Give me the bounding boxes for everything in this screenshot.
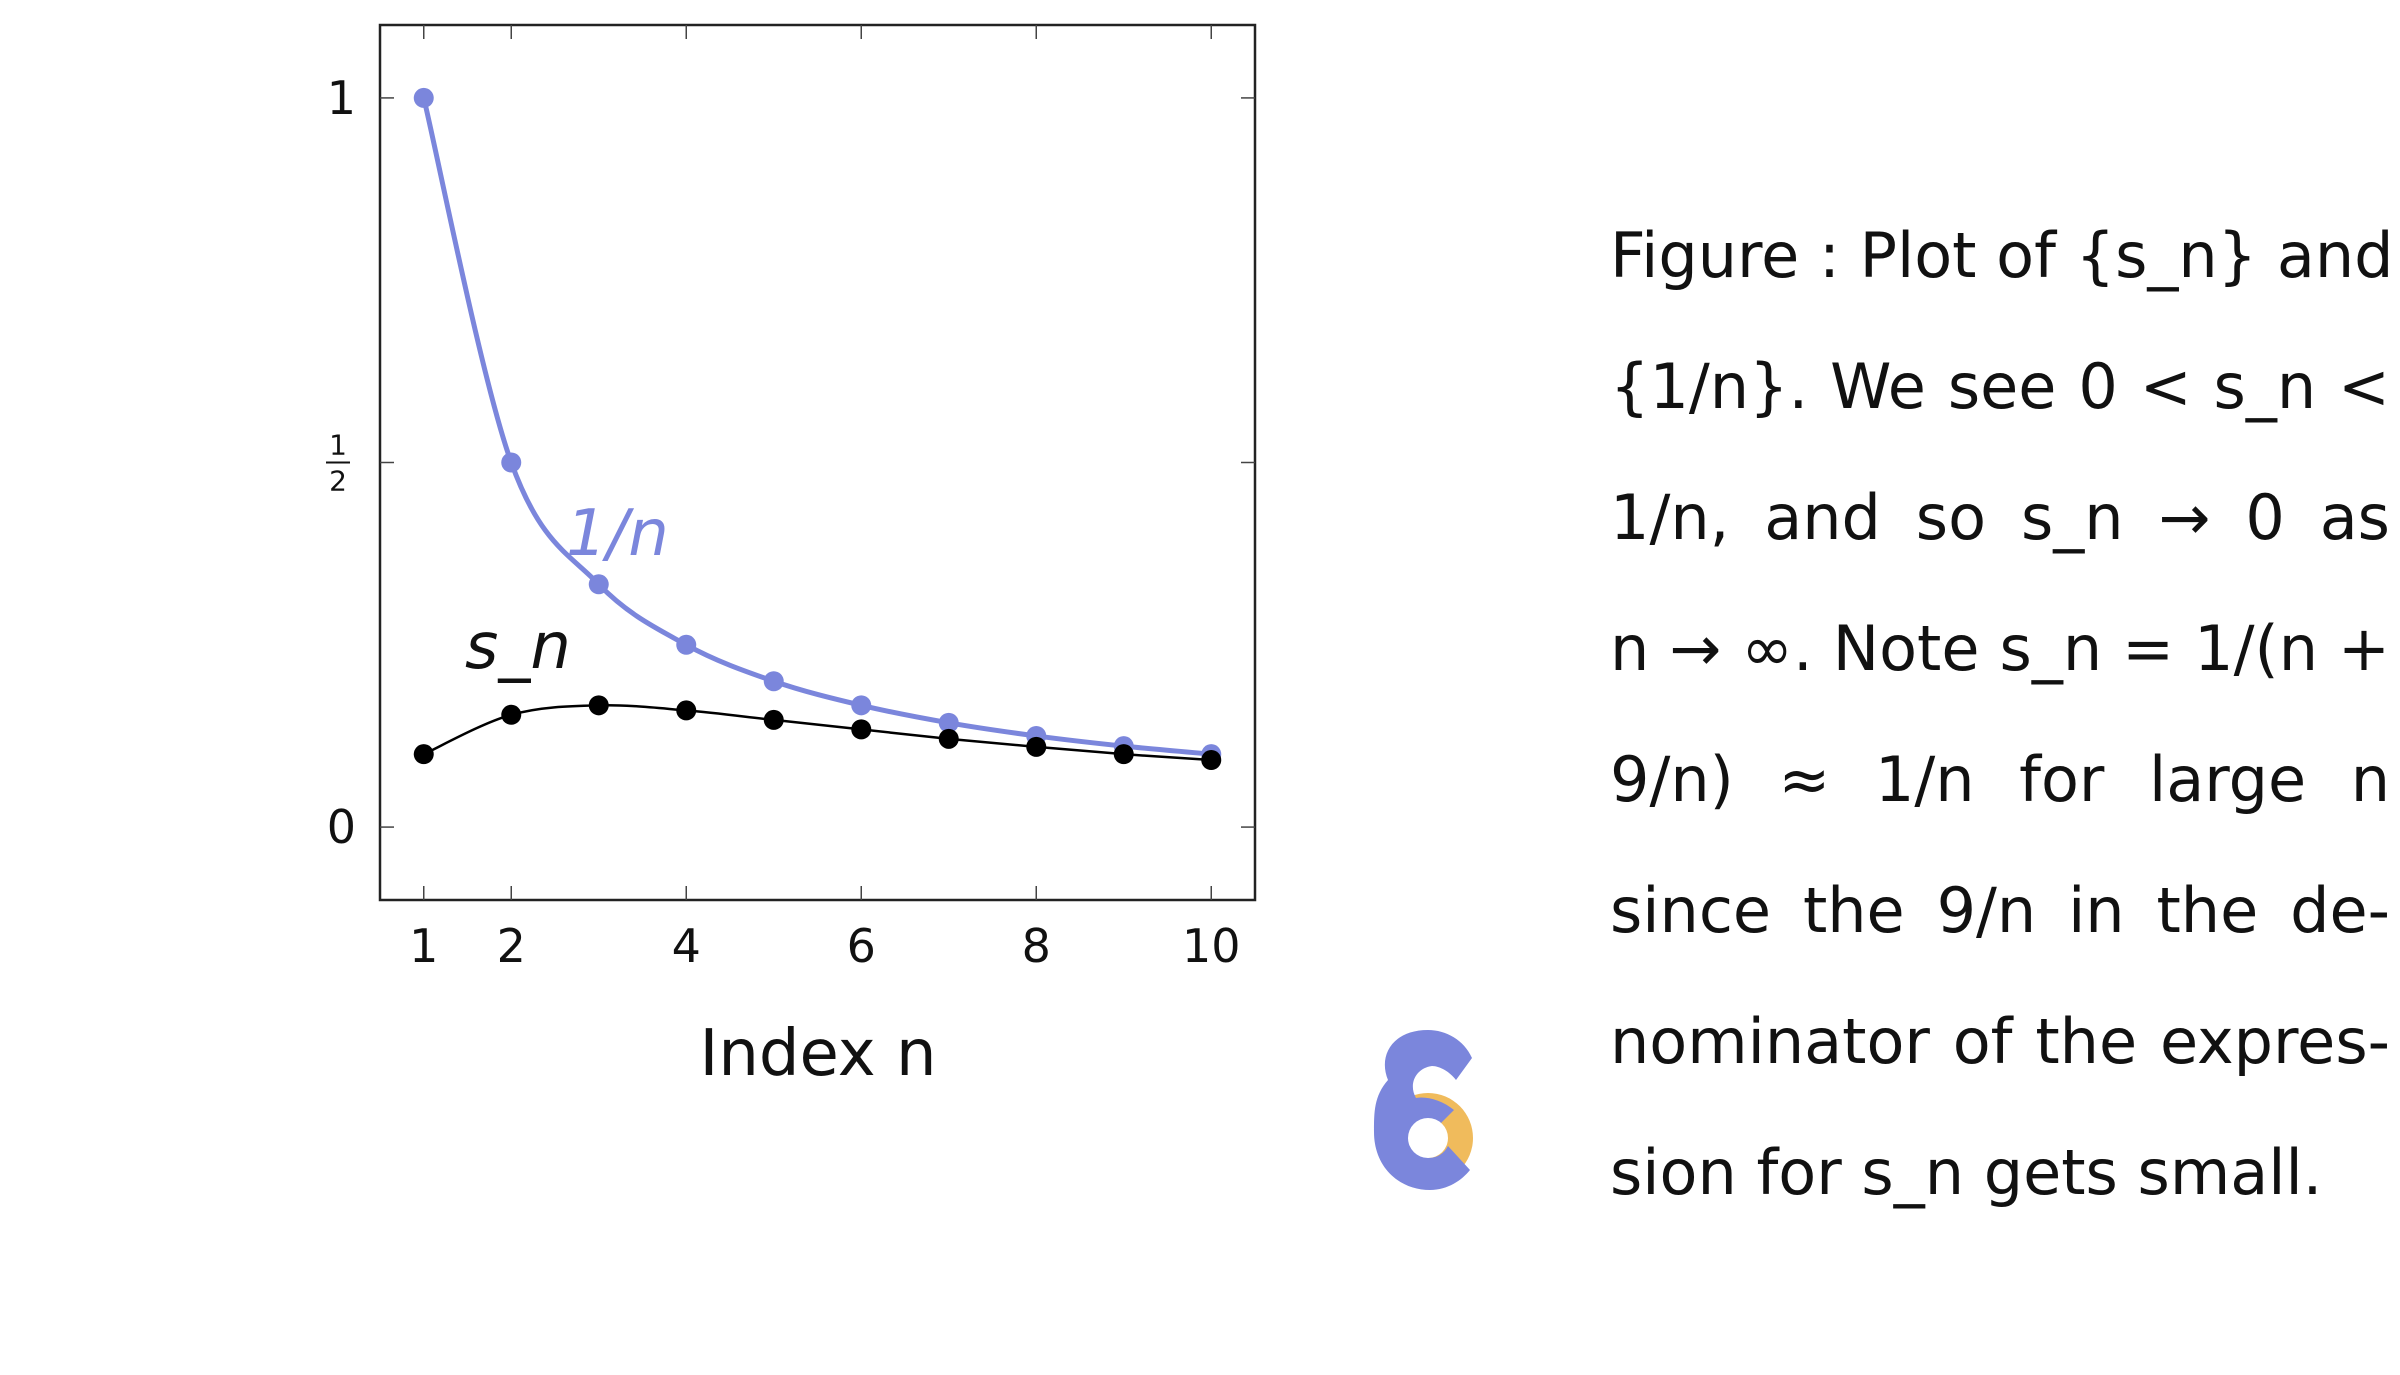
x-tick-label: 6 [847, 919, 876, 973]
data-point-inverse-n [676, 634, 697, 655]
figure-caption: Figure : Plot of {s_n} and {1/n}. We see… [1610, 190, 2394, 1238]
data-point-inverse-n [938, 712, 959, 733]
caption-line: 1/n, and so s_n → 0 as [1610, 481, 2390, 554]
data-point-s-n [938, 728, 959, 749]
caption-line: Figure : Plot of {s_n} and [1610, 219, 2394, 292]
data-point-s-n [1201, 750, 1222, 770]
data-point-inverse-n [501, 452, 522, 473]
data-point-s-n [676, 700, 697, 721]
x-tick-label: 10 [1182, 919, 1241, 973]
data-point-s-n [763, 709, 784, 730]
y-tick-label-denominator: 2 [329, 465, 347, 498]
x-axis-label: Index n [699, 1017, 936, 1091]
caption-line: since the 9/n in the de- [1610, 874, 2390, 947]
data-point-s-n [1026, 736, 1047, 757]
caption-line: 9/n) ≈ 1/n for large n [1610, 743, 2390, 816]
series-label-s-n: s_n [465, 610, 571, 684]
x-tick-label: 8 [1022, 919, 1051, 973]
series-line-s-n [423, 703, 1212, 762]
data-point-s-n [588, 695, 609, 716]
y-tick-label: 0 [327, 800, 356, 854]
data-point-s-n [1113, 744, 1134, 765]
series-label-inverse-n: 1/n [566, 497, 669, 571]
data-point-inverse-n [588, 574, 609, 595]
caption-line: {1/n}. We see 0 < s_n < [1610, 350, 2390, 423]
y-tick-label: 12 [326, 429, 350, 498]
y-tick-label-numerator: 1 [329, 429, 347, 462]
y-tick-label: 1 [327, 71, 356, 125]
x-tick-label: 4 [672, 919, 701, 973]
data-point-inverse-n [851, 695, 872, 716]
data-point-inverse-n [413, 87, 434, 108]
x-tick-label: 1 [409, 919, 438, 973]
chart-series [413, 87, 1222, 770]
caption-line: n → ∞. Note s_n = 1/(n + [1610, 612, 2390, 685]
x-tick-label: 2 [497, 919, 526, 973]
data-point-s-n [413, 744, 434, 765]
data-point-s-n [851, 719, 872, 740]
logo-icon [1374, 1030, 1473, 1190]
caption-line: sion for s_n gets small. [1610, 1136, 2323, 1209]
caption-line: nominator of the expres- [1610, 1005, 2390, 1078]
data-point-inverse-n [763, 671, 784, 692]
data-point-s-n [501, 704, 522, 725]
